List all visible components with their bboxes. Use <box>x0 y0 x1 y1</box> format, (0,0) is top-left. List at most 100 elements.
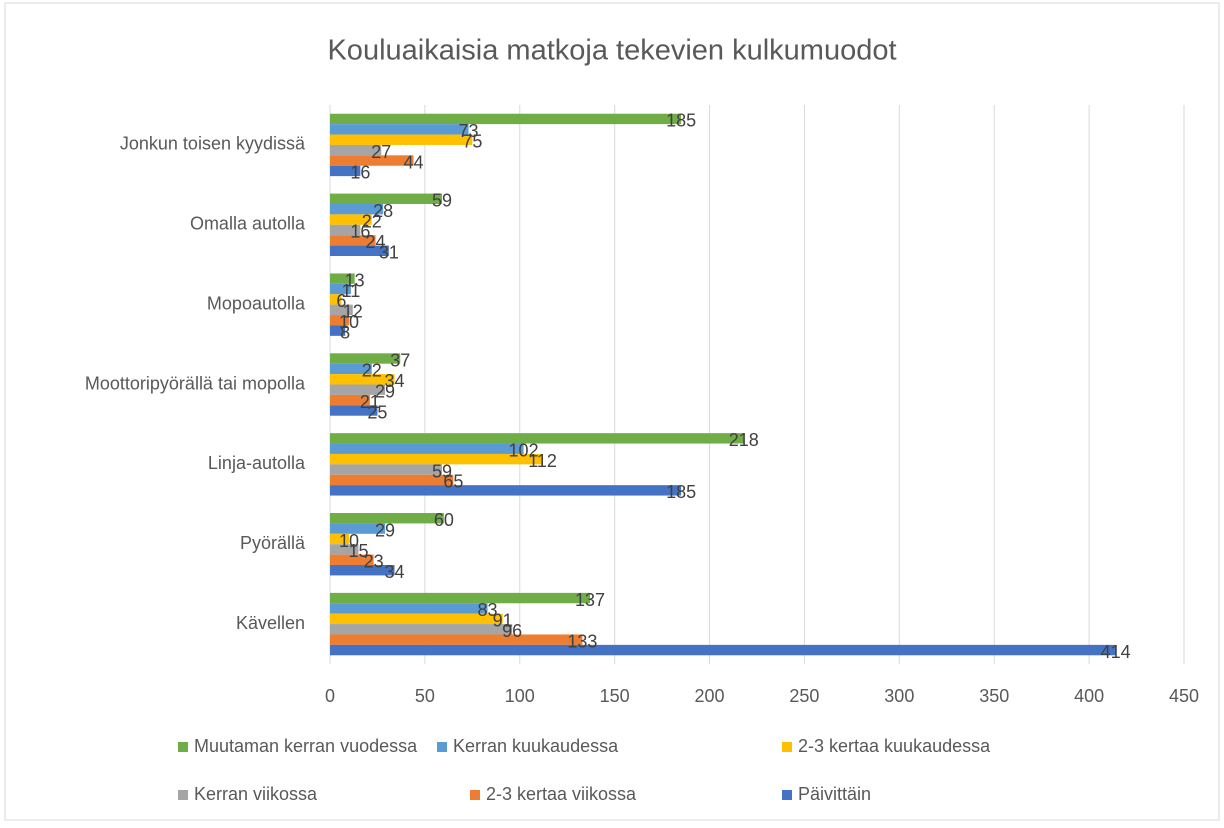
legend-swatch <box>178 742 188 752</box>
legend-swatch <box>782 742 792 752</box>
x-tick-label: 400 <box>1074 686 1104 706</box>
x-tick-label: 300 <box>884 686 914 706</box>
bar <box>330 325 346 336</box>
chart-title: Kouluaikaisia matkoja tekevien kulkumuod… <box>327 35 896 67</box>
bar <box>330 315 349 326</box>
bar <box>330 453 543 465</box>
legend-label: 2-3 kertaa kuukaudessa <box>798 736 991 756</box>
value-label: 59 <box>432 191 452 211</box>
value-label: 91 <box>493 611 513 631</box>
value-label: 60 <box>434 510 454 530</box>
bar <box>330 634 583 645</box>
bar <box>330 592 590 604</box>
bar <box>330 464 442 475</box>
bar <box>330 283 351 295</box>
value-label: 137 <box>575 590 605 610</box>
legend-label: Kerran kuukaudessa <box>453 736 619 756</box>
legend-label: 2-3 kertaa viikossa <box>486 784 637 804</box>
bar <box>330 544 359 555</box>
value-label: 11 <box>342 281 361 301</box>
value-label: 83 <box>477 600 497 620</box>
value-label: 22 <box>362 211 382 231</box>
legend-swatch <box>470 790 480 800</box>
bar <box>330 374 395 385</box>
bar <box>330 273 355 284</box>
bar <box>330 203 384 215</box>
bar <box>330 603 488 614</box>
bar <box>330 405 378 416</box>
bar <box>330 644 1116 656</box>
bar <box>330 363 372 375</box>
legend-swatch <box>178 790 188 800</box>
value-label: 185 <box>666 111 696 131</box>
x-tick-label: 200 <box>695 686 725 706</box>
value-label: 37 <box>390 350 410 370</box>
value-label: 34 <box>385 562 405 582</box>
bar <box>330 304 353 316</box>
value-label: 10 <box>339 531 359 551</box>
value-label: 73 <box>459 121 479 141</box>
y-tick-label: Moottoripyörällä tai mopolla <box>85 373 306 393</box>
legend-swatch <box>782 790 792 800</box>
value-label: 16 <box>350 163 370 183</box>
value-label: 22 <box>362 361 382 381</box>
value-label: 102 <box>509 441 539 461</box>
y-tick-label: Kävellen <box>236 613 305 633</box>
x-tick-label: 450 <box>1169 686 1199 706</box>
bar <box>330 193 442 204</box>
value-label: 8 <box>340 322 350 342</box>
legend-swatch <box>437 742 447 752</box>
value-label: 13 <box>345 270 365 290</box>
value-label: 24 <box>366 232 386 252</box>
value-label: 96 <box>502 621 522 641</box>
value-label: 25 <box>367 402 387 422</box>
value-label: 75 <box>462 131 482 151</box>
bar <box>330 384 386 395</box>
x-tick-label: 100 <box>505 686 535 706</box>
bar <box>330 214 372 225</box>
legend-label: Päivittäin <box>798 784 871 804</box>
bar <box>330 224 361 236</box>
x-tick-label: 0 <box>325 686 335 706</box>
chart-border <box>4 2 1220 821</box>
bar <box>330 235 376 246</box>
bar <box>330 624 513 635</box>
value-label: 15 <box>348 541 368 561</box>
x-tick-label: 350 <box>979 686 1009 706</box>
bar <box>330 165 361 177</box>
bar <box>330 523 386 534</box>
x-tick-label: 50 <box>415 686 435 706</box>
y-tick-label: Mopoautolla <box>207 293 306 313</box>
bar <box>330 124 469 135</box>
value-label: 31 <box>379 243 399 263</box>
bar <box>330 155 414 166</box>
y-tick-label: Linja-autolla <box>208 453 306 473</box>
value-label: 29 <box>375 520 395 540</box>
value-label: 414 <box>1101 642 1131 662</box>
value-label: 21 <box>360 392 380 412</box>
value-label: 28 <box>373 201 393 221</box>
bar <box>330 113 682 125</box>
value-label: 59 <box>432 461 452 481</box>
y-tick-label: Jonkun toisen kyydissä <box>120 134 306 154</box>
value-label: 16 <box>350 222 370 242</box>
value-label: 27 <box>371 142 391 162</box>
value-label: 218 <box>729 430 759 450</box>
bar <box>330 485 682 496</box>
x-tick-label: 150 <box>600 686 630 706</box>
y-tick-label: Omalla autolla <box>190 214 306 234</box>
value-label: 29 <box>375 381 395 401</box>
value-label: 65 <box>443 472 463 492</box>
bar <box>330 474 454 486</box>
value-label: 12 <box>343 302 363 322</box>
bar <box>330 144 382 156</box>
bar <box>330 134 473 145</box>
value-label: 112 <box>528 451 557 471</box>
value-label: 10 <box>339 312 359 332</box>
bar <box>330 613 503 625</box>
value-label: 185 <box>666 482 696 502</box>
legend-label: Kerran viikossa <box>194 784 318 804</box>
value-label: 34 <box>385 371 405 391</box>
bar <box>330 554 374 566</box>
